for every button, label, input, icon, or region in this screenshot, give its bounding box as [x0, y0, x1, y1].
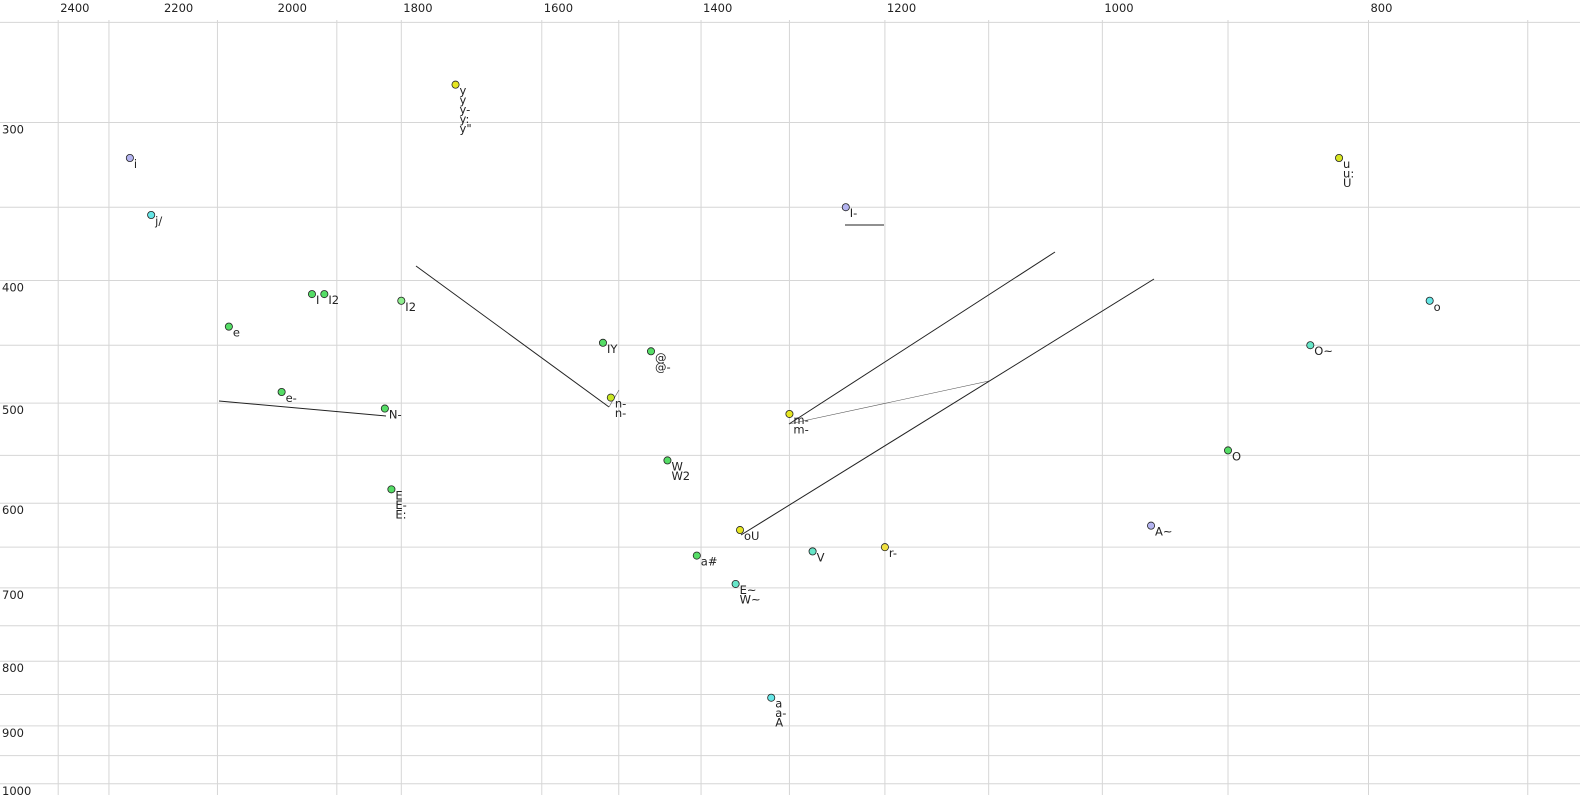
vowel-label: I [316, 293, 319, 307]
vowel-label: I- [850, 206, 858, 220]
vowel-label: e- [286, 391, 297, 405]
vowel-point [320, 290, 329, 299]
vowel-point [387, 485, 396, 494]
x-tick-label: 1600 [544, 1, 573, 15]
vowel-label: j/ [154, 214, 162, 228]
y-tick-label: 600 [2, 503, 24, 517]
points: ij/eI I2 I2yyy-y:y"e-N-EE-E:IY@@-n-n-WW2a#… [125, 80, 1441, 730]
y-tick-label: 1000 [2, 784, 31, 798]
vowel-label: @ [655, 350, 667, 364]
vowel-label: y" [460, 122, 472, 136]
vowel-point [598, 338, 607, 347]
vowel-point [307, 290, 316, 299]
vowel-label: O [1232, 449, 1241, 463]
vowel-label: W~ [740, 592, 761, 606]
y-tick-label: 800 [2, 661, 24, 675]
vowel-label: y [460, 84, 467, 98]
vowel-point [1425, 296, 1434, 305]
vowel-label: n- [615, 397, 626, 411]
vowel-point [731, 579, 740, 588]
vowel-label: i [134, 157, 137, 171]
x-tick-label: 2400 [60, 1, 89, 15]
vowel-point [224, 322, 233, 331]
vowel-label: N- [389, 408, 402, 422]
vowel-point [880, 543, 889, 552]
vowel-point [380, 404, 389, 413]
vowel-label: U [1343, 176, 1351, 190]
vowel-label: E- [395, 498, 406, 512]
x-tick-label: 2000 [278, 1, 307, 15]
vowel-label: e [233, 326, 240, 340]
vowel-label: V [817, 550, 825, 564]
vowel-point [147, 210, 156, 219]
vowel-label: oU [744, 529, 759, 543]
vowel-point [692, 551, 701, 560]
vowel-label: o [1434, 300, 1441, 314]
vowel-label: r- [889, 546, 897, 560]
vowel-point [736, 526, 745, 535]
y-tick-label: 300 [2, 123, 24, 137]
x-tick-label: 2200 [164, 1, 193, 15]
vowel-label: W2 [671, 469, 690, 483]
vowel-label: I2 [328, 293, 339, 307]
vowel-label: u: [1343, 166, 1354, 180]
vowel-label: A~ [1155, 525, 1173, 539]
vowel-label: E: [395, 507, 406, 521]
vowel-point [646, 347, 655, 356]
vowel-label: a# [701, 555, 718, 569]
vowel-point [1306, 341, 1315, 350]
x-tick-label: 1200 [887, 1, 916, 15]
y-tick-label: 700 [2, 588, 24, 602]
vowel-point [1335, 153, 1344, 162]
vowel-label: A [775, 716, 783, 730]
vowel-point [606, 393, 615, 402]
trace-line [740, 278, 1155, 536]
vowel-label: a- [775, 706, 786, 720]
vowel-label: E [395, 488, 402, 502]
vowel-point [1224, 446, 1233, 455]
trace-line [788, 380, 990, 425]
vowel-label: y: [460, 112, 470, 126]
vowel-point [808, 547, 817, 556]
vowel-point [397, 296, 406, 305]
x-tick-label: 1000 [1104, 1, 1133, 15]
trace-line [415, 265, 610, 408]
vowel-point [1147, 521, 1156, 530]
vowel-label: O~ [1314, 344, 1333, 358]
vowel-label: E~ [740, 583, 757, 597]
vowel-point [767, 693, 776, 702]
y-tick-label: 900 [2, 726, 24, 740]
vowel-label: W [671, 459, 682, 473]
vowel-label: IY [607, 342, 618, 356]
x-tick-label: 800 [1370, 1, 1392, 15]
y-tick-label: 400 [2, 281, 24, 295]
vowel-point [841, 203, 850, 212]
vowel-label: y [460, 93, 467, 107]
vowel-point [277, 387, 286, 396]
vowel-label: m- [793, 422, 808, 436]
vowel-label: @- [655, 360, 671, 374]
vowel-point [785, 409, 794, 418]
vowel-label: y- [460, 103, 471, 117]
vowel-point [451, 80, 460, 89]
vowel-label: m- [793, 413, 808, 427]
y-tick-label: 500 [2, 403, 24, 417]
trace-line [218, 400, 387, 417]
x-tick-label: 1800 [403, 1, 432, 15]
vowel-point [125, 153, 134, 162]
x-tick-label: 1400 [703, 1, 732, 15]
vowel-point [663, 456, 672, 465]
trace-line [788, 251, 1056, 425]
traces [218, 224, 1155, 550]
vowel-label: a [775, 697, 782, 711]
vowel-label: n- [615, 406, 626, 420]
vowel-label: I2 [405, 300, 416, 314]
vowel-label: u [1343, 157, 1350, 171]
